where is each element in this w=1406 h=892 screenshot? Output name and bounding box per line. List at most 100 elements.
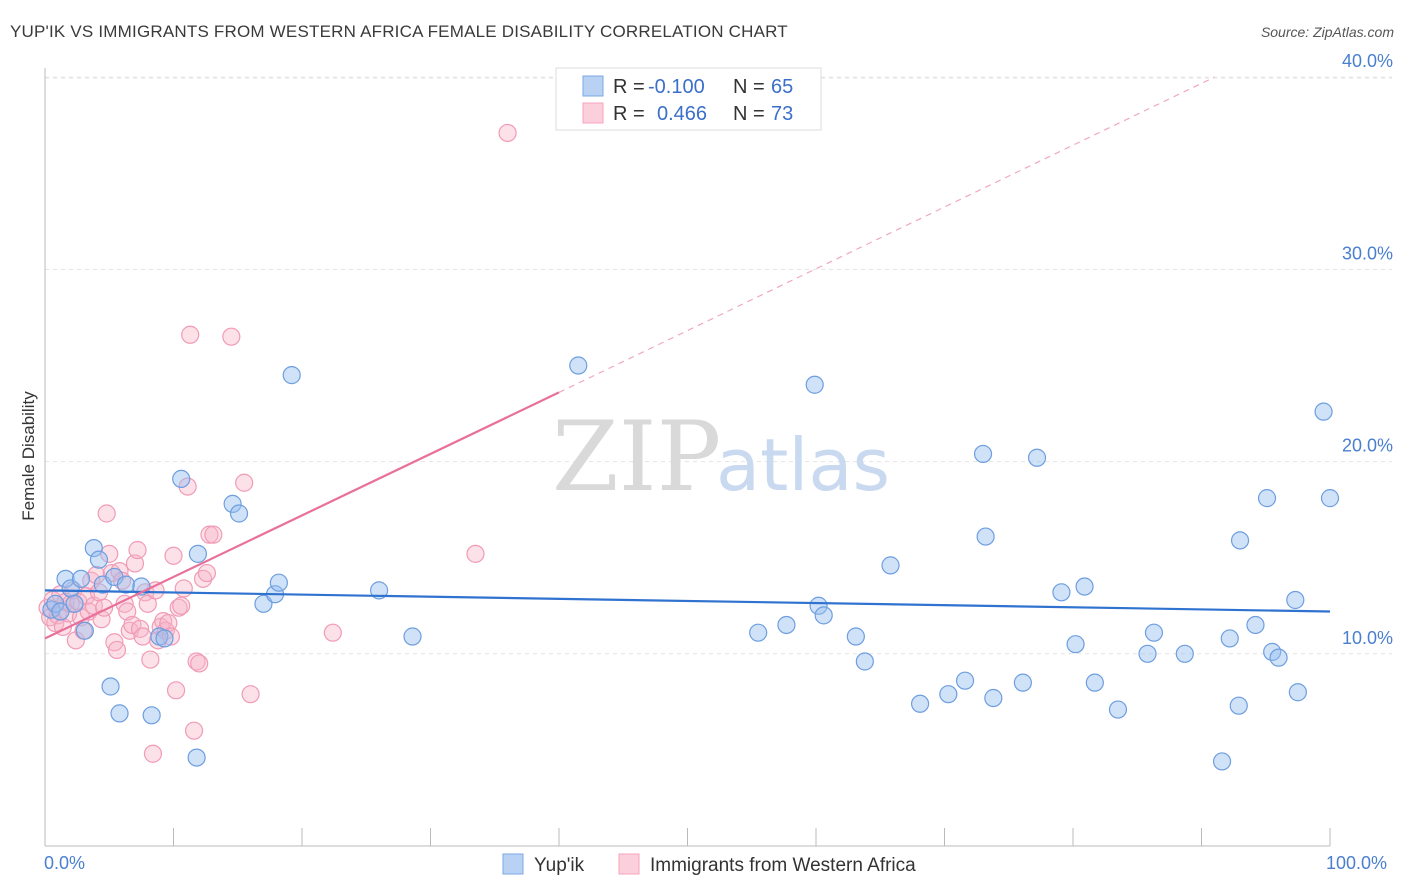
yupik-point (749, 623, 768, 642)
western-africa-point (141, 650, 160, 669)
western-africa-point (87, 565, 106, 585)
yupik-point (805, 375, 824, 394)
western-africa-point (174, 579, 193, 598)
yupik-point (1288, 683, 1307, 702)
yupik-point (1052, 583, 1071, 602)
western-africa-trend-extension (558, 76, 1215, 393)
yupik-point (1229, 696, 1248, 715)
yupik-point (814, 606, 833, 625)
legend-n-label-1: N = (733, 76, 765, 98)
x-tick-label-max: 100.0% (1326, 853, 1387, 873)
western-africa-point (138, 594, 157, 613)
yupik-point (846, 627, 865, 646)
legend-n-value-2: 73 (771, 103, 793, 125)
yupik-point (71, 569, 91, 588)
watermark-atlas: atlas (716, 423, 890, 507)
western-africa-point (466, 544, 485, 563)
western-africa-point (125, 554, 145, 573)
yupik-point (101, 677, 120, 696)
yupik-point (188, 544, 208, 563)
yupik-point (1085, 673, 1104, 692)
gridlines (45, 76, 1392, 655)
yupik-point (984, 688, 1003, 708)
legend-r-label-2: R = (613, 103, 645, 125)
yupik-point (1013, 673, 1032, 692)
y-tick-label: 20.0% (1342, 436, 1393, 456)
chart-source: Source: ZipAtlas.com (1260, 24, 1394, 40)
western-africa-point (323, 623, 342, 642)
legend-swatch-blue (582, 75, 604, 97)
blue-series (42, 356, 1340, 771)
yupik-point (116, 575, 136, 594)
yupik-point (51, 602, 70, 621)
y-tick-label: 40.0% (1342, 51, 1393, 71)
yupik-point (223, 494, 242, 513)
western-africa-point (235, 473, 254, 492)
western-africa-point (128, 540, 147, 560)
yupik-point (1220, 629, 1239, 648)
western-africa-point (204, 525, 223, 544)
yupik-point (1246, 615, 1265, 635)
western-africa-point (133, 627, 152, 646)
yupik-trend-line (44, 589, 1331, 613)
yupik-point (939, 685, 958, 704)
yupik-point (1075, 577, 1094, 596)
legend-r-label-1: R = (613, 76, 645, 98)
legend-r-value-1: -0.100 (648, 76, 705, 98)
yupik-point (777, 615, 796, 635)
series-legend: Yup'ik Immigrants from Western Africa (502, 853, 916, 876)
yupik-point (282, 366, 301, 385)
correlation-legend: R = -0.100 N = 65 R = 0.466 N = 73 (555, 67, 822, 131)
yupik-point (75, 621, 94, 640)
y-tick-labels: 10.0% 20.0% 30.0% 40.0% (1342, 51, 1393, 648)
yupik-point (1138, 644, 1157, 663)
bottom-legend-swatch-pink (618, 853, 640, 875)
yupik-point (229, 504, 249, 523)
legend-swatch-pink (582, 102, 604, 124)
legend-n-label-2: N = (733, 103, 765, 125)
western-africa-point (498, 123, 517, 143)
yupik-point (569, 356, 588, 375)
yupik-point (1175, 644, 1194, 663)
yupik-point (1230, 531, 1250, 550)
western-africa-point (181, 325, 200, 344)
bottom-legend-swatch-blue (502, 853, 524, 875)
western-africa-point (107, 640, 127, 660)
western-africa-point (200, 525, 219, 544)
western-africa-point (241, 685, 260, 704)
yupik-point (89, 550, 109, 569)
yupik-point (155, 629, 174, 648)
y-tick-label: 30.0% (1342, 243, 1393, 263)
western-africa-trend-line (44, 391, 560, 640)
yupik-point (1144, 623, 1164, 642)
yupik-point (110, 704, 129, 723)
trend-lines (44, 76, 1331, 640)
western-africa-point (197, 563, 217, 583)
western-africa-point (143, 744, 163, 763)
yupik-point (56, 569, 75, 588)
yupik-point (881, 556, 900, 575)
western-africa-point (172, 596, 191, 615)
yupik-point (973, 444, 993, 464)
yupik-point (142, 706, 161, 725)
yupik-point (370, 581, 389, 600)
yupik-point (1066, 635, 1085, 654)
western-africa-point (166, 681, 186, 700)
western-africa-point (169, 598, 188, 617)
yupik-point (1212, 752, 1232, 771)
pink-series (38, 123, 517, 763)
yupik-point (955, 671, 975, 690)
x-tick-marks (44, 828, 1331, 846)
y-tick-label: 10.0% (1342, 628, 1393, 648)
bottom-legend-label-western-africa: Immigrants from Western Africa (650, 855, 916, 876)
yupik-point (910, 694, 930, 713)
western-africa-point (187, 652, 206, 671)
western-africa-point (184, 721, 204, 740)
yupik-point (269, 573, 288, 592)
yupik-point (809, 596, 828, 615)
western-africa-point (118, 602, 137, 621)
yupik-point (1269, 648, 1288, 667)
western-africa-point (159, 613, 178, 633)
western-africa-point (97, 504, 116, 523)
